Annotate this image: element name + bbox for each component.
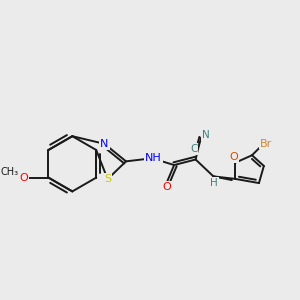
- Text: N: N: [202, 130, 209, 140]
- Text: CH₃: CH₃: [0, 167, 19, 177]
- Text: C: C: [190, 144, 197, 154]
- Text: O: O: [162, 182, 171, 191]
- Text: N: N: [100, 139, 109, 149]
- Text: S: S: [104, 174, 111, 184]
- Text: Br: Br: [260, 139, 272, 148]
- Text: NH: NH: [145, 153, 162, 163]
- Text: H: H: [210, 178, 218, 188]
- Text: O: O: [20, 172, 28, 183]
- Text: O: O: [229, 152, 238, 162]
